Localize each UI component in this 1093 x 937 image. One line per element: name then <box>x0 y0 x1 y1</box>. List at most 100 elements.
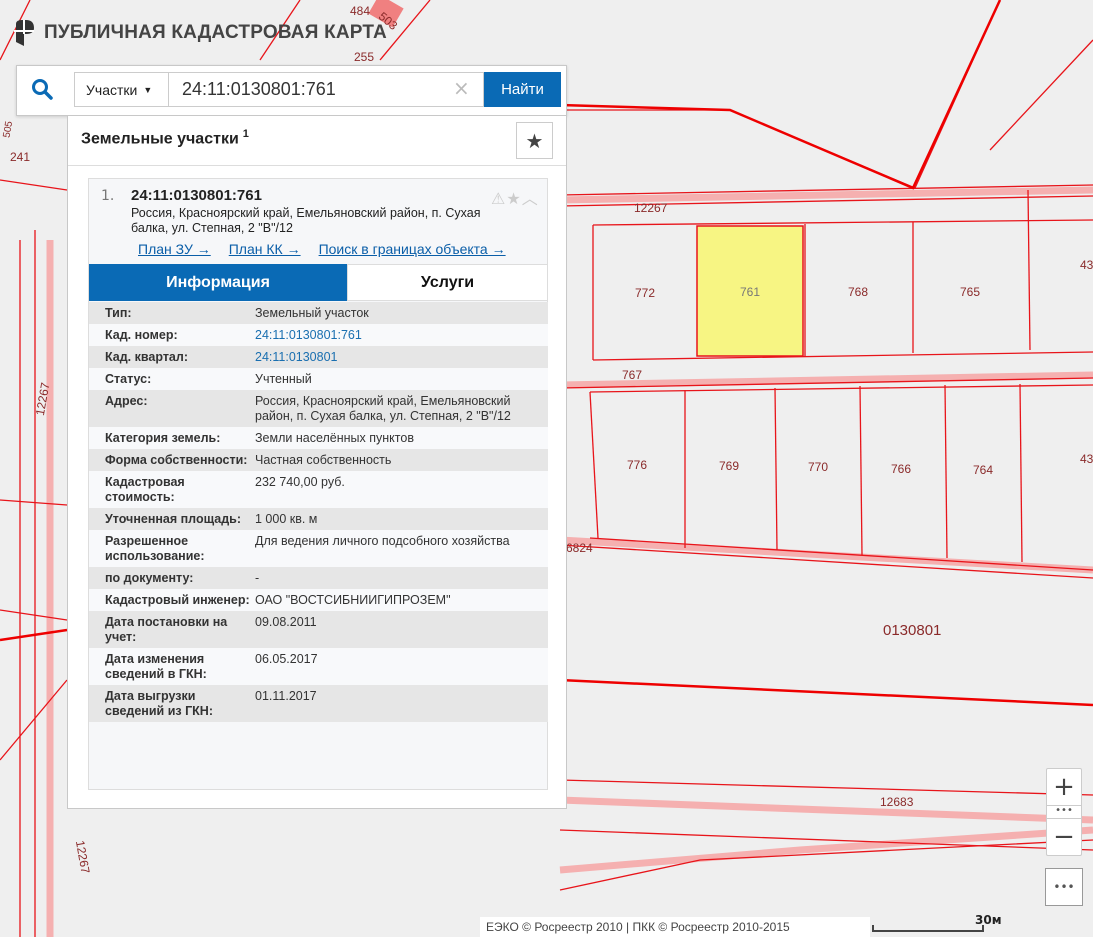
info-value: 232 740,00 руб. <box>255 475 345 489</box>
info-value: 1 000 кв. м <box>255 512 318 526</box>
info-key: Разрешенное использование: <box>105 534 205 563</box>
search-in-bounds-link[interactable]: Поиск в границах объекта → <box>318 241 506 257</box>
tab-services[interactable]: Услуги <box>347 264 548 301</box>
scale-label: 30м <box>975 913 1002 927</box>
info-value: 01.11.2017 <box>255 689 317 703</box>
map-label: 765 <box>960 285 981 299</box>
info-value: Россия, Красноярский край, Емельяновский… <box>255 394 511 423</box>
zoom-levels-button[interactable]: ••• <box>1047 805 1081 819</box>
app-title: ПУБЛИЧНАЯ КАДАСТРОВАЯ КАРТА <box>44 22 387 43</box>
info-value: 06.05.2017 <box>255 652 318 666</box>
plan-zu-link[interactable]: План ЗУ → <box>138 241 211 257</box>
info-table: Тип: Земельный участок Кад. номер: 24:11:01… <box>89 302 548 722</box>
map-label: 769 <box>719 459 740 473</box>
map-label: 767 <box>622 368 643 382</box>
info-value: Земельный участок <box>255 306 369 320</box>
info-row: Кадастровый инженер: ОАО "ВОСТСИБНИИГИПРО… <box>89 589 548 611</box>
info-key: Дата выгрузки сведений из ГКН: <box>105 689 213 718</box>
info-key: по документу: <box>105 571 194 585</box>
info-row: по документу: - <box>89 567 548 589</box>
info-row: Дата постановки на учет: 09.08.2011 <box>89 611 548 648</box>
results-panel: Земельные участки 1 ★ 1. 24:11:0130801:76… <box>67 116 567 809</box>
info-row: Форма собственности: Частная собственност… <box>89 449 548 471</box>
info-value: 09.08.2011 <box>255 615 317 629</box>
panel-title-text: Земельные участки <box>81 130 239 148</box>
map-label: 12267 <box>634 201 668 215</box>
selected-parcel[interactable] <box>696 225 804 357</box>
info-value: Земли населённых пунктов <box>255 431 414 445</box>
search-icon[interactable] <box>31 78 53 100</box>
zoom-control: + ••• − <box>1046 768 1082 856</box>
search-type-label: Участки <box>86 81 138 98</box>
info-row: Адрес: Россия, Красноярский край, Емельян… <box>89 390 548 427</box>
tab-information[interactable]: Информация <box>89 264 347 301</box>
map-label: 766 <box>891 462 912 476</box>
map-label: 772 <box>635 286 656 300</box>
map-label: 770 <box>808 460 829 474</box>
plan-kk-link[interactable]: План КК → <box>228 241 301 257</box>
info-key: Форма собственности: <box>105 453 248 467</box>
attribution: ЕЭКО © Росреестр 2010 | ПКК © Росреестр … <box>480 917 870 937</box>
map-label: 241 <box>10 150 31 164</box>
map-label: 255 <box>354 50 375 64</box>
info-row: Уточненная площадь: 1 000 кв. м <box>89 508 548 530</box>
info-row: Дата выгрузки сведений из ГКН: 01.11.2017 <box>89 685 548 722</box>
map-label: 43 <box>1080 258 1093 272</box>
info-value: ОАО "ВОСТСИБНИИГИПРОЗЕМ" <box>255 593 451 607</box>
result-address: Россия, Красноярский край, Емельяновский… <box>131 206 481 235</box>
info-row: Статус: Учтенный <box>89 368 548 390</box>
info-key: Кад. номер: <box>105 328 178 342</box>
info-row: Дата изменения сведений в ГКН: 06.05.2017 <box>89 648 548 685</box>
scale-line <box>872 925 984 932</box>
map-label: 761 <box>740 285 761 299</box>
map-label: 768 <box>848 285 869 299</box>
info-row: Кадастровая стоимость: 232 740,00 руб. <box>89 471 548 508</box>
map-label: 43 <box>1080 452 1093 466</box>
info-key: Дата изменения сведений в ГКН: <box>105 652 207 681</box>
result-number[interactable]: 24:11:0130801:761 <box>131 187 262 204</box>
app-logo[interactable]: ПУБЛИЧНАЯ КАДАСТРОВАЯ КАРТА <box>14 20 387 46</box>
info-value: Для ведения личного подсобного хозяйства <box>255 534 510 548</box>
info-key: Категория земель: <box>105 431 221 445</box>
info-row: Категория земель: Земли населённых пункто… <box>89 427 548 449</box>
find-button[interactable]: Найти <box>484 72 561 107</box>
star-icon[interactable]: ★ <box>506 189 522 208</box>
clear-icon[interactable]: × <box>453 76 470 100</box>
info-row: Кад. квартал: 24:11:0130801 <box>89 346 548 368</box>
info-row: Тип: Земельный участок <box>89 302 548 324</box>
more-tools-button[interactable]: ••• <box>1045 868 1083 906</box>
info-row: Кад. номер: 24:11:0130801:761 <box>89 324 548 346</box>
info-key: Тип: <box>105 306 132 320</box>
favorites-button[interactable]: ★ <box>516 122 553 159</box>
info-key: Адрес: <box>105 394 148 408</box>
zoom-in-button[interactable]: + <box>1053 772 1075 802</box>
map-label: 12683 <box>880 795 914 809</box>
info-key: Статус: <box>105 372 152 386</box>
info-value[interactable]: 24:11:0130801:761 <box>255 328 362 342</box>
info-key: Кадастровый инженер: <box>105 593 250 607</box>
info-key: Кад. квартал: <box>105 350 188 364</box>
map-label-quarter: 0130801 <box>883 622 942 639</box>
panel-title: Земельные участки 1 <box>81 128 249 148</box>
result-index: 1. <box>101 188 115 204</box>
map-label: 764 <box>973 463 994 477</box>
star-icon: ★ <box>525 128 544 153</box>
chevron-up-icon[interactable]: ︿ <box>521 189 539 208</box>
info-key: Дата постановки на учет: <box>105 615 228 644</box>
map-label: 6824 <box>566 541 593 555</box>
zoom-out-button[interactable]: − <box>1053 822 1075 852</box>
divider <box>68 165 566 166</box>
search-type-dropdown[interactable]: Участки ▼ <box>74 72 169 107</box>
info-value: Учтенный <box>255 372 312 386</box>
rosreestr-logo-icon <box>14 20 34 46</box>
scale-bar: 30м <box>870 913 1020 937</box>
search-input[interactable]: 24:11:0130801:761 <box>168 72 484 107</box>
info-value[interactable]: 24:11:0130801 <box>255 350 338 364</box>
result-count: 1 <box>242 128 249 140</box>
map-label: 776 <box>627 458 648 472</box>
info-key: Кадастровая стоимость: <box>105 475 185 504</box>
warning-icon[interactable]: ⚠ <box>491 189 507 208</box>
info-value: Частная собственность <box>255 453 392 467</box>
info-key: Уточненная площадь: <box>105 512 242 526</box>
